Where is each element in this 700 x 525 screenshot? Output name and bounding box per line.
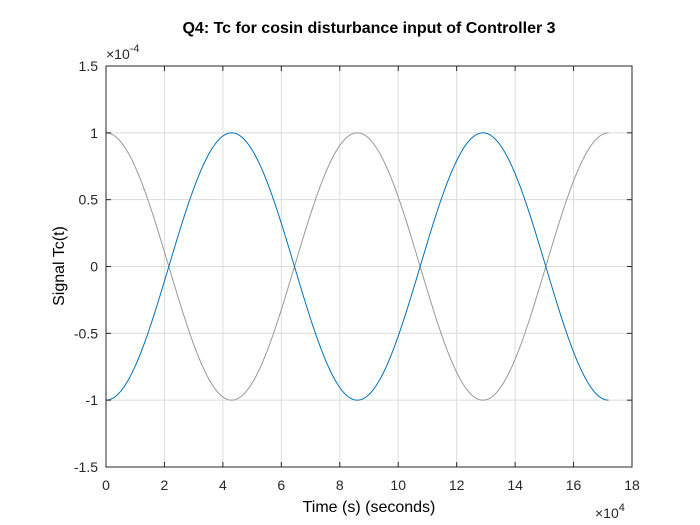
y-tick-label: -0.5 xyxy=(74,325,98,341)
y-tick-label: 1.5 xyxy=(79,58,99,74)
y-tick-label: -1 xyxy=(86,392,99,408)
ticks xyxy=(105,65,633,468)
chart-title: Q4: Tc for cosin disturbance input of Co… xyxy=(182,20,555,37)
series-line-2 xyxy=(105,132,609,430)
x-tick-label: 14 xyxy=(507,477,523,493)
y-exponent-label: ×10-4 xyxy=(106,43,140,62)
x-tick-label: 4 xyxy=(219,477,227,493)
tick-labels: 0 2 4 6 8 10 12 14 16 18 -1.5 -1 -0.5 0 0.5 1 1.5 xyxy=(74,58,640,493)
x-tick-label: 12 xyxy=(449,477,465,493)
y-tick-label: 1 xyxy=(90,125,98,141)
series-line-1 xyxy=(105,132,609,401)
y-tick-label: 0.5 xyxy=(79,192,99,208)
x-tick-label: 6 xyxy=(277,477,285,493)
y-tick-label: 0 xyxy=(90,259,98,275)
x-axis-label: Time (s) (seconds) xyxy=(303,499,436,516)
x-tick-label: 2 xyxy=(161,477,169,493)
y-axis-label: Signal Tc(t) xyxy=(51,226,68,306)
y-tick-label: -1.5 xyxy=(74,459,98,475)
x-tick-label: 16 xyxy=(566,477,582,493)
series-layer xyxy=(105,132,609,430)
x-tick-label: 10 xyxy=(390,477,406,493)
x-tick-label: 0 xyxy=(102,477,110,493)
x-exponent-label: ×104 xyxy=(595,502,625,521)
x-tick-label: 8 xyxy=(336,477,344,493)
x-tick-label: 18 xyxy=(624,477,640,493)
